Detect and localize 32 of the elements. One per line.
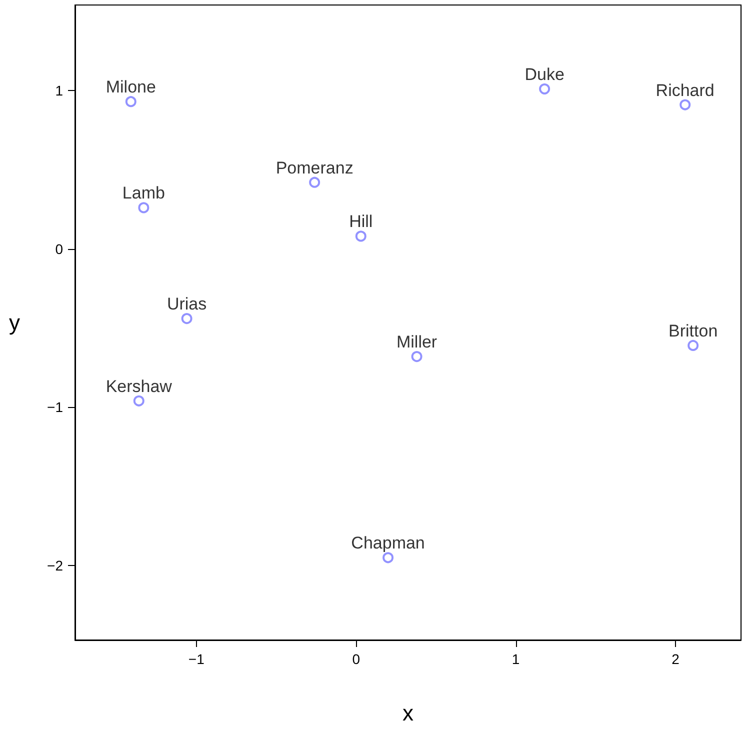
point bbox=[539, 83, 550, 94]
x-tick-label: −1 bbox=[188, 651, 205, 667]
point bbox=[309, 176, 320, 188]
annotation: Richard bbox=[656, 80, 714, 100]
point bbox=[680, 99, 691, 110]
annotation: Hill bbox=[349, 212, 373, 232]
y-tick-label: 1 bbox=[55, 82, 64, 99]
annotation: Duke bbox=[524, 64, 564, 84]
x-tick-label: 2 bbox=[672, 651, 680, 667]
annotation: Milone bbox=[106, 78, 156, 97]
y-tick-label: −2 bbox=[47, 558, 64, 574]
annotation: Britton bbox=[668, 321, 718, 340]
annotation: Chapman bbox=[351, 534, 425, 553]
point bbox=[411, 351, 422, 362]
point bbox=[138, 202, 150, 214]
annotation: Miller bbox=[396, 332, 438, 352]
point bbox=[133, 395, 144, 406]
annotation: Kershaw bbox=[106, 376, 173, 396]
point bbox=[688, 340, 699, 351]
point bbox=[382, 552, 394, 564]
point bbox=[125, 96, 136, 108]
y-axis-title: y bbox=[9, 310, 20, 335]
y-tick-label: 0 bbox=[55, 240, 64, 257]
point bbox=[181, 313, 192, 324]
x-tick-label: 0 bbox=[352, 651, 360, 667]
x-tick-label: 1 bbox=[512, 651, 520, 667]
annotation: Lamb bbox=[122, 184, 165, 203]
annotation: Urias bbox=[166, 294, 207, 314]
y-tick-label: −1 bbox=[47, 399, 64, 416]
point bbox=[355, 230, 366, 242]
x-axis-title: x bbox=[402, 700, 414, 726]
annotation: Pomeranz bbox=[276, 158, 354, 178]
